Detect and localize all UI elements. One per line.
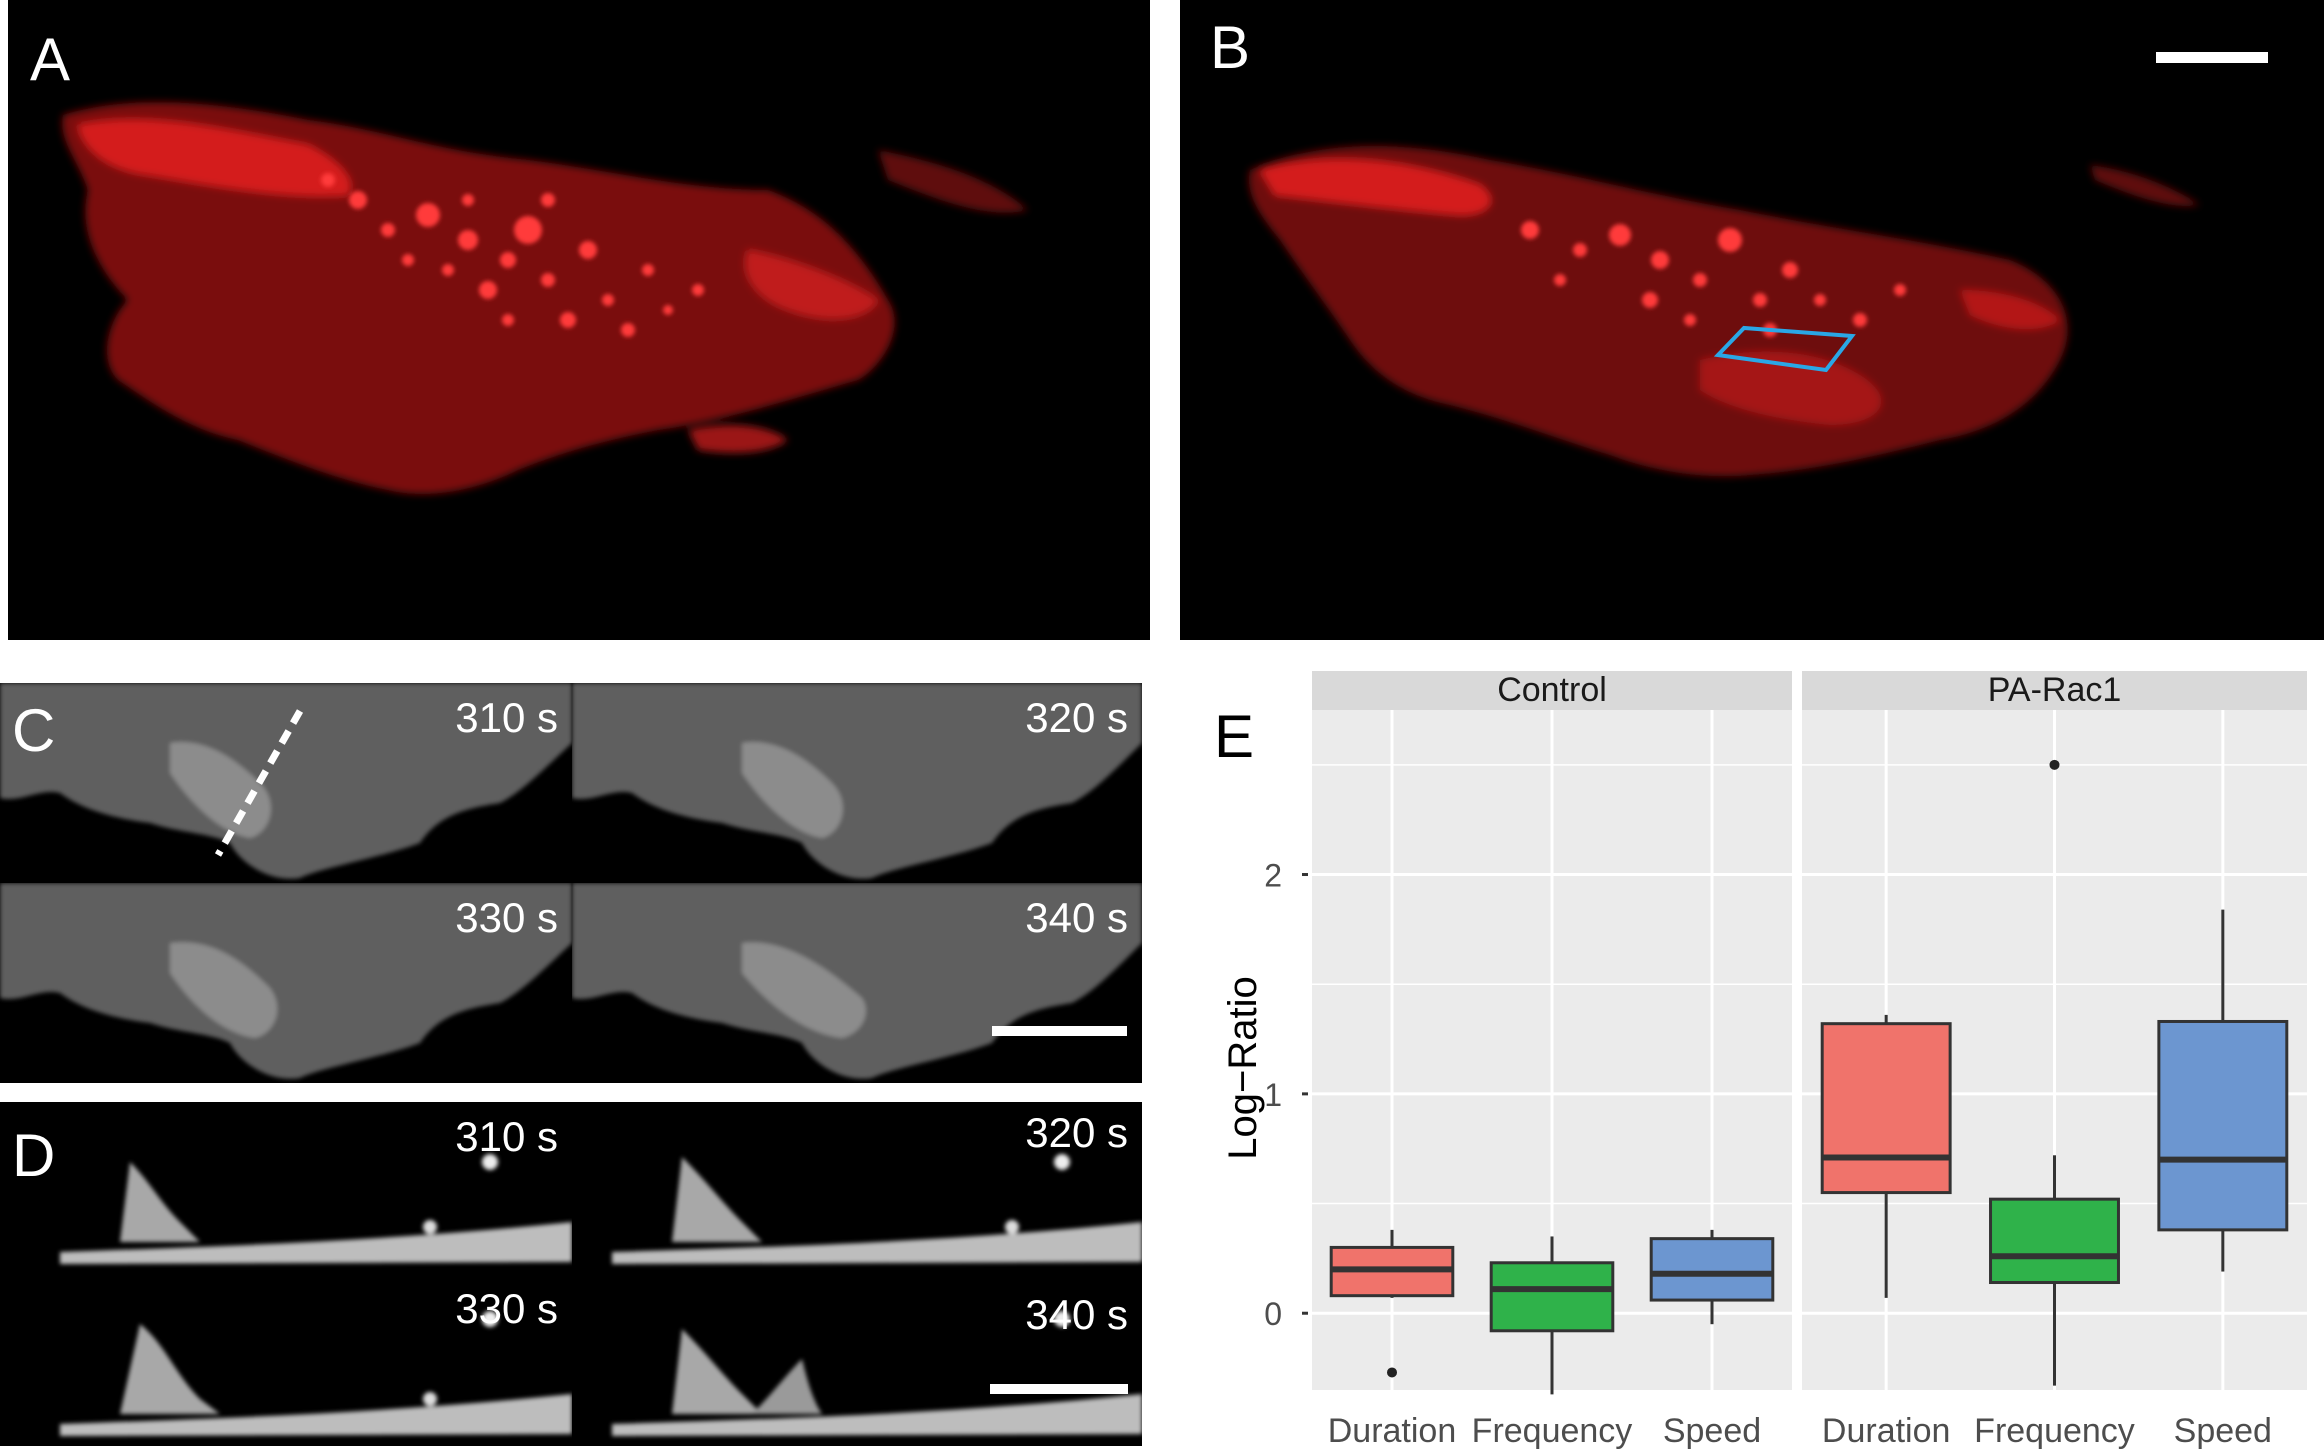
frame-c-310: 310 s [0, 683, 572, 883]
time-c-340: 340 s [1025, 894, 1128, 941]
x-tick-label: Speed [2174, 1412, 2272, 1450]
frame-c-330: 330 s [0, 883, 572, 1083]
frame-d-310: 310 s [0, 1102, 572, 1274]
y-tick-label: 0 [1264, 1296, 1282, 1332]
panel-d-montage: 310 s 320 s 330 s 340 s D [0, 1102, 1142, 1446]
facet-strip-1 [1802, 671, 2307, 710]
vesicles-a [321, 173, 704, 337]
frame-d-340: 340 s [572, 1274, 1142, 1446]
panel-label-e: E [1214, 703, 1254, 770]
cell-image-a [62, 102, 1028, 494]
panel-label-b: B [1210, 14, 1251, 81]
outlier-point [2049, 759, 2060, 770]
box-control-frequency [1489, 1261, 1615, 1333]
box-pa-rac1-duration [1820, 1022, 1952, 1195]
facet-label-1: PA-Rac1 [1988, 671, 2122, 709]
roi-box [1713, 325, 1856, 373]
panel-label-a: A [30, 26, 71, 93]
y-tick-label: 2 [1264, 858, 1282, 894]
x-tick-label: Frequency [1472, 1412, 1633, 1450]
y-tick-label: 1 [1264, 1077, 1282, 1113]
frame-c-320: 320 s [572, 683, 1142, 883]
scale-bar-b [2156, 52, 2268, 63]
outlier-point [1387, 1367, 1397, 1378]
vesicles-b [1521, 221, 1906, 337]
time-d-320: 320 s [1025, 1109, 1128, 1156]
cell-image-b [1249, 146, 2200, 477]
facet-label-0: Control [1497, 671, 1607, 709]
kymograph-line [214, 709, 304, 857]
x-tick-label: Speed [1663, 1412, 1761, 1450]
panel-label-d: D [12, 1122, 56, 1189]
scale-bar-d [990, 1384, 1128, 1394]
time-d-330: 330 s [455, 1285, 558, 1332]
time-d-340: 340 s [1025, 1291, 1128, 1338]
panel-b-image: B [1180, 0, 2324, 640]
box-pa-rac1-frequency [1989, 1197, 2120, 1285]
frame-d-330: 330 s [0, 1274, 572, 1446]
time-c-330: 330 s [455, 894, 558, 941]
facet-strip-0 [1312, 671, 1792, 710]
x-tick-label: Duration [1822, 1412, 1951, 1450]
x-tick-label: Duration [1328, 1412, 1457, 1450]
frame-d-320: 320 s [572, 1102, 1142, 1274]
time-d-310: 310 s [455, 1113, 558, 1160]
time-c-320: 320 s [1025, 694, 1128, 741]
panel-a-image: A [8, 0, 1150, 640]
box-control-speed [1649, 1237, 1775, 1302]
x-tick-label: Frequency [1974, 1412, 2135, 1450]
panel-label-c: C [12, 697, 56, 764]
box-pa-rac1-speed [2157, 1019, 2289, 1232]
scale-bar-c [992, 1026, 1127, 1036]
frame-c-340: 340 s [572, 883, 1142, 1083]
y-axis-title: Log−Ratio [1221, 976, 1265, 1159]
box-plot-chart: E Log−Ratio Control Duration Frequency Spee… [1214, 671, 2307, 1450]
panel-c-montage: 310 s 320 s 330 s 340 s C [0, 683, 1142, 1083]
time-c-310: 310 s [455, 694, 558, 741]
